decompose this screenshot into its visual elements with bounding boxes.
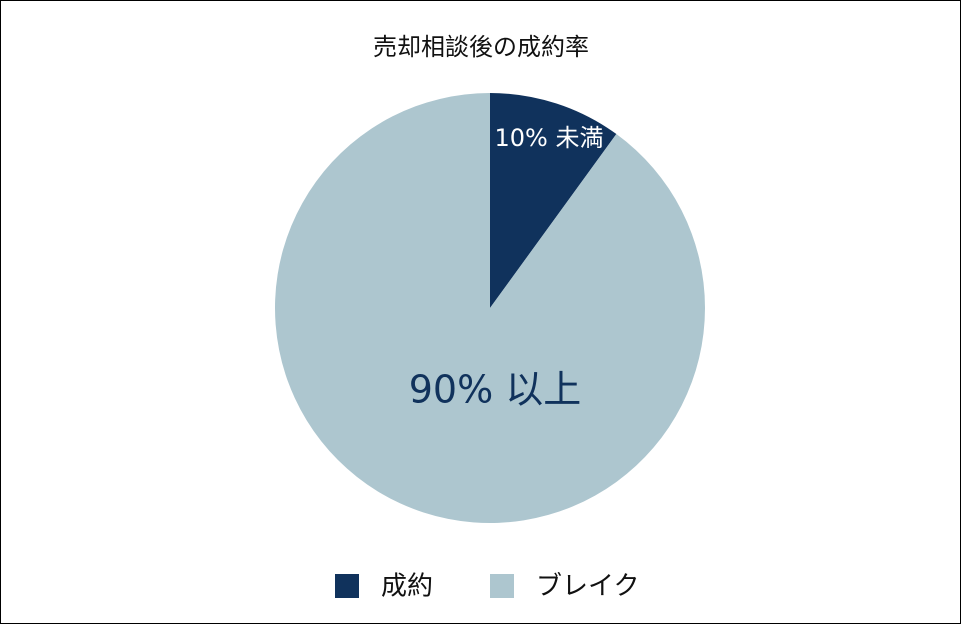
chart-title: 売却相談後の成約率: [373, 33, 589, 61]
legend-swatch: [335, 574, 359, 598]
value-label: 10% 未満: [495, 124, 604, 152]
legend-swatch: [490, 574, 514, 598]
legend-label: 成約: [381, 572, 433, 602]
value-label: 90% 以上: [409, 368, 582, 412]
legend-label: ブレイク: [536, 572, 639, 602]
pie-slice: [490, 93, 617, 308]
pie-slice: [275, 93, 706, 523]
